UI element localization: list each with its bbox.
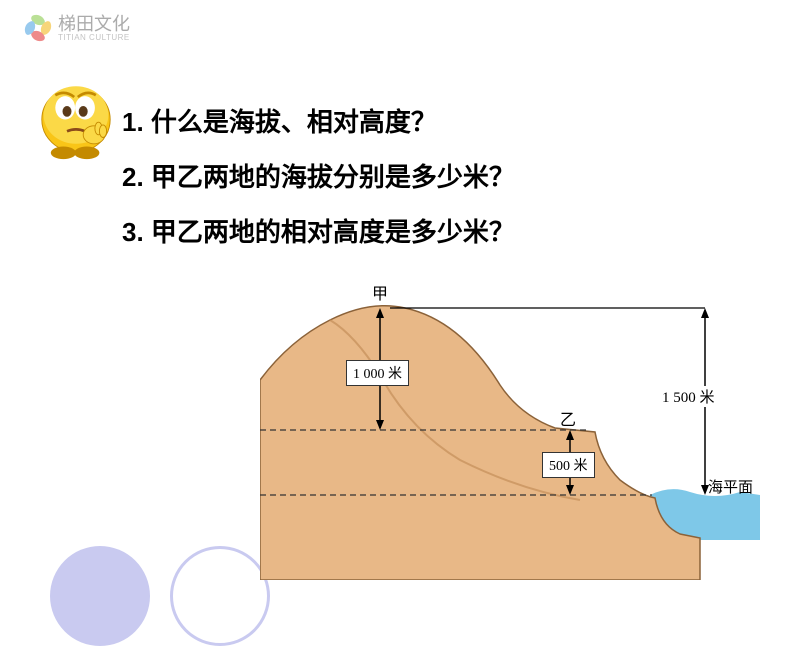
question-2: 2. 甲乙两地的海拔分别是多少米？ [122, 157, 515, 194]
brand-logo: 梯田文化 TITIAN CULTURE [24, 14, 130, 42]
label-500m: 500 米 [542, 452, 595, 478]
total-height-label: 1 500 米 [660, 386, 717, 407]
peak-label: 甲 [372, 280, 388, 304]
logo-icon [24, 14, 52, 42]
question-list: 1. 什么是海拔、相对高度？ 2. 甲乙两地的海拔分别是多少米？ 3. 甲乙两地… [122, 102, 515, 267]
label-1000m: 1 000 米 [346, 360, 409, 386]
elevation-diagram: 甲 乙 海平面 1 500 米 1 000 米 500 米 [260, 280, 760, 580]
logo-cn: 梯田文化 [58, 15, 130, 33]
valley-label: 乙 [560, 406, 576, 430]
logo-en: TITIAN CULTURE [58, 34, 130, 42]
question-3: 3. 甲乙两地的相对高度是多少米？ [122, 212, 515, 249]
sea-level-label: 海平面 [708, 476, 753, 497]
thinking-emoji-icon [30, 70, 122, 160]
mountain-shape [260, 306, 700, 580]
question-1: 1. 什么是海拔、相对高度？ [122, 102, 515, 139]
